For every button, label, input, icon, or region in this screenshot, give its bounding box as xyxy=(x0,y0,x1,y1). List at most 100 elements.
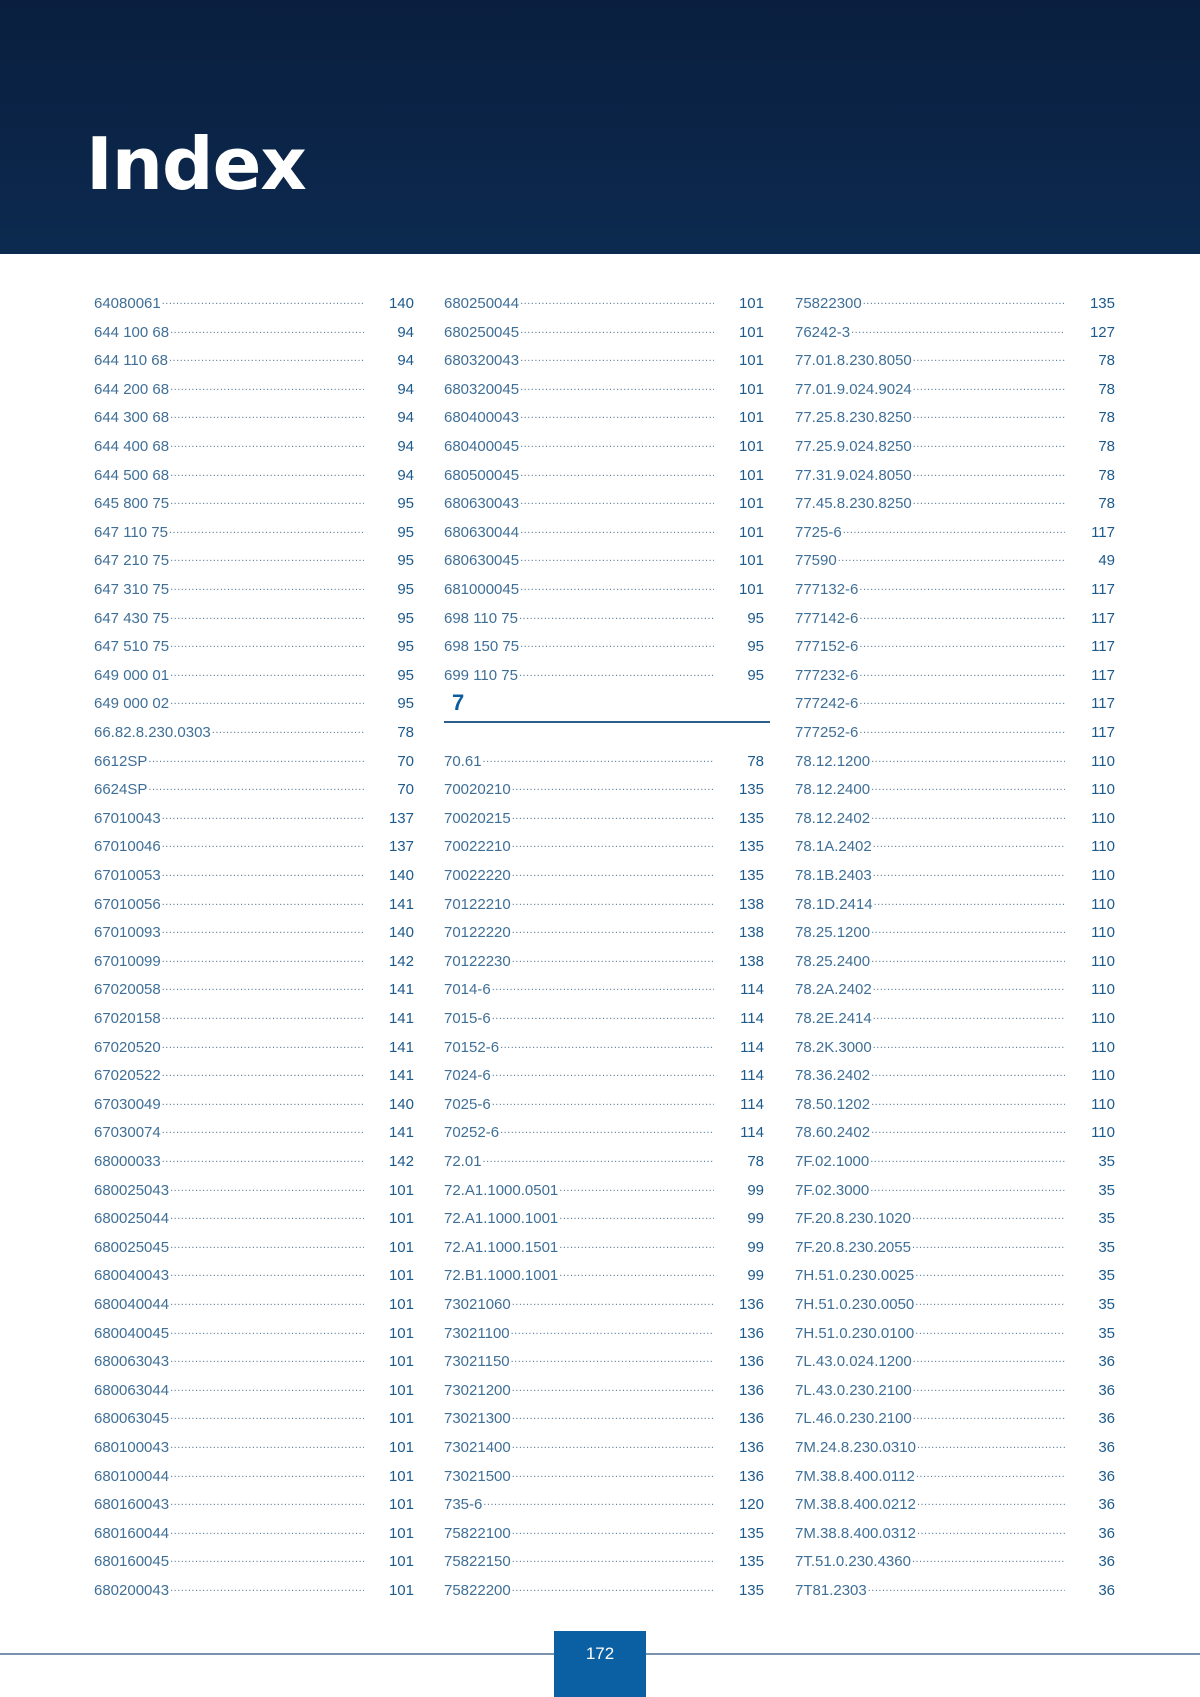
entry-code: 644 300 68 xyxy=(94,409,170,427)
entry-page: 78 xyxy=(747,1153,764,1170)
entry-leader: 67010043................................… xyxy=(94,810,364,827)
entry-page: 78 xyxy=(1098,352,1115,370)
entry-code: 680630043 xyxy=(444,495,520,513)
entry-code: 777232-6 xyxy=(795,666,859,684)
entry-code: 73021200 xyxy=(444,1381,511,1399)
dot-leader: ........................................… xyxy=(912,409,1065,422)
entry-leader: 647 210 75..............................… xyxy=(94,552,364,569)
dot-leader: ........................................… xyxy=(518,666,714,679)
entry-page: 117 xyxy=(1091,609,1115,627)
entry-page: 136 xyxy=(738,1467,764,1485)
entry-page: 101 xyxy=(388,1410,414,1428)
index-entry: 680160044...............................… xyxy=(94,1518,414,1542)
entry-leader: 777232-6................................… xyxy=(795,667,1065,684)
entry-page: 136 xyxy=(738,1381,764,1399)
dot-leader: ........................................… xyxy=(911,1210,1065,1223)
index-entry: 67010046................................… xyxy=(94,831,414,855)
entry-leader: 680250045...............................… xyxy=(444,324,714,341)
index-entry: 777152-6................................… xyxy=(795,631,1115,655)
dot-leader: ........................................… xyxy=(871,952,1065,965)
entry-code: 72.A1.1000.1501 xyxy=(444,1238,559,1256)
entry-leader: 7F.02.3000..............................… xyxy=(795,1182,1065,1199)
entry-code: 78.1D.2414 xyxy=(795,895,873,913)
index-entry: 644 100 68..............................… xyxy=(94,317,414,341)
entry-code: 644 110 68 xyxy=(94,352,168,370)
index-entry: 78.1D.2414..............................… xyxy=(795,889,1115,913)
dot-leader: ........................................… xyxy=(161,1038,364,1051)
entry-code: 645 800 75 xyxy=(94,495,170,513)
index-entry: 78.12.1200..............................… xyxy=(795,746,1115,770)
dot-leader: ........................................… xyxy=(161,838,364,851)
dot-leader: ........................................… xyxy=(511,1524,714,1537)
entry-leader: 680040043...............................… xyxy=(94,1267,364,1284)
entry-page: 95 xyxy=(397,523,414,541)
entry-page: 114 xyxy=(740,1038,764,1056)
entry-leader: 647 110 75..............................… xyxy=(94,524,364,541)
entry-code: 7H.51.0.230.0100 xyxy=(795,1324,915,1342)
dot-leader: ........................................… xyxy=(510,1353,714,1366)
index-entry: 67030049................................… xyxy=(94,1089,414,1113)
entry-leader: 75822150................................… xyxy=(444,1553,714,1570)
entry-page: 120 xyxy=(738,1496,764,1514)
entry-leader: 70.61...................................… xyxy=(444,753,714,770)
entry-leader: 7L.43.0.024.1200........................… xyxy=(795,1353,1065,1370)
entry-page: 35 xyxy=(1098,1153,1115,1170)
dot-leader: ........................................… xyxy=(511,1410,714,1423)
entry-page: 114 xyxy=(740,1010,764,1027)
entry-code: 77.01.9.024.9024 xyxy=(795,380,912,398)
entry-page: 140 xyxy=(388,924,414,942)
index-entry: 680063043...............................… xyxy=(94,1346,414,1370)
entry-code: 7M.38.8.400.0212 xyxy=(795,1496,916,1514)
entry-code: 680063043 xyxy=(94,1353,170,1371)
entry-leader: 73021300................................… xyxy=(444,1410,714,1427)
entry-leader: 78.2K.3000..............................… xyxy=(795,1039,1065,1056)
entry-code: 644 400 68 xyxy=(94,438,170,455)
entry-leader: 680025044...............................… xyxy=(94,1210,364,1227)
entry-leader: 70122230................................… xyxy=(444,953,714,970)
dot-leader: ........................................… xyxy=(511,1467,714,1480)
entry-leader: 7M.38.8.400.0212........................… xyxy=(795,1496,1065,1513)
entry-page: 35 xyxy=(1098,1181,1115,1199)
dot-leader: ........................................… xyxy=(170,609,364,622)
entry-page: 110 xyxy=(1091,1010,1115,1027)
entry-code: 7H.51.0.230.0050 xyxy=(795,1296,915,1313)
entry-page: 101 xyxy=(738,552,764,570)
dot-leader: ........................................… xyxy=(842,523,1065,536)
entry-leader: 644 200 68..............................… xyxy=(94,381,364,398)
index-entry: 680025044...............................… xyxy=(94,1203,414,1227)
dot-leader: ........................................… xyxy=(161,1124,364,1137)
entry-leader: 7F.20.8.230.1020........................… xyxy=(795,1210,1065,1227)
page-title: Index xyxy=(86,122,307,206)
entry-leader: 78.1B.2403..............................… xyxy=(795,867,1065,884)
index-entry: 7M.38.8.400.0112........................… xyxy=(795,1461,1115,1485)
dot-leader: ........................................… xyxy=(872,867,1065,879)
entry-page: 127 xyxy=(1089,323,1115,341)
entry-code: 7L.46.0.230.2100 xyxy=(795,1410,912,1428)
entry-leader: 67010056................................… xyxy=(94,896,364,913)
dot-leader: ........................................… xyxy=(148,781,364,794)
entry-page: 101 xyxy=(388,1439,414,1456)
entry-code: 680025044 xyxy=(94,1210,170,1228)
entry-leader: 78.2A.2402..............................… xyxy=(795,981,1065,998)
dot-leader: ........................................… xyxy=(916,1439,1065,1451)
entry-leader: 6612SP..................................… xyxy=(94,753,364,770)
entry-code: 70020210 xyxy=(444,781,511,799)
entry-page: 110 xyxy=(1091,1067,1115,1085)
entry-leader: 7F.02.1000..............................… xyxy=(795,1153,1065,1170)
entry-page: 140 xyxy=(388,295,414,312)
dot-leader: ........................................… xyxy=(491,1010,714,1022)
entry-code: 73021500 xyxy=(444,1467,511,1485)
entry-code: 78.36.2402 xyxy=(795,1067,871,1085)
entry-code: 67010043 xyxy=(94,809,161,827)
dot-leader: ........................................… xyxy=(491,1067,714,1080)
entry-code: 680200043 xyxy=(94,1582,170,1599)
entry-page: 136 xyxy=(738,1324,764,1342)
entry-page: 36 xyxy=(1098,1439,1115,1456)
entry-code: 680320043 xyxy=(444,352,520,370)
dot-leader: ........................................… xyxy=(872,981,1065,994)
entry-code: 72.B1.1000.1001 xyxy=(444,1267,559,1285)
entry-code: 70152-6 xyxy=(444,1038,500,1056)
entry-code: 680063044 xyxy=(94,1381,170,1399)
entry-page: 95 xyxy=(747,638,764,656)
index-entry: 647 510 75..............................… xyxy=(94,631,414,655)
